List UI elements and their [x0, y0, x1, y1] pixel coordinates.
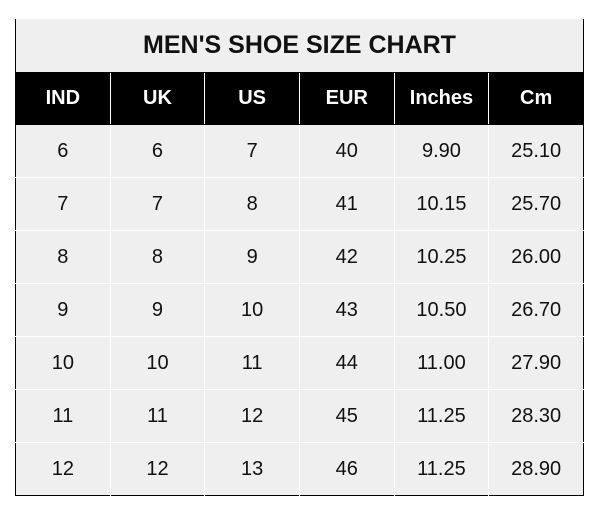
- column-header: UK: [109, 72, 206, 125]
- table-cell: 26.70: [488, 283, 584, 337]
- table-cell: 42: [298, 230, 395, 284]
- table-cell: 13: [204, 442, 300, 496]
- table-cell: 9: [15, 283, 111, 337]
- table-cell: 7: [15, 177, 111, 231]
- table-cell: 11.25: [393, 442, 490, 496]
- table-cell: 26.00: [488, 230, 584, 284]
- table-cell: 10: [15, 336, 111, 390]
- table-cell: 25.10: [488, 124, 584, 178]
- table-cell: 28.90: [488, 442, 584, 496]
- table-cell: 11.25: [393, 389, 490, 443]
- table-cell: 7: [109, 177, 206, 231]
- table-row: 6 6 7 40 9.90 25.10: [15, 124, 584, 178]
- table-title: MEN'S SHOE SIZE CHART: [15, 18, 584, 73]
- shoe-size-table: MEN'S SHOE SIZE CHART IND UK US EUR Inches Cm…: [15, 18, 584, 496]
- table-row: 12 12 13 46 11.25 28.90: [15, 442, 584, 496]
- table-cell: 27.90: [488, 336, 584, 390]
- table-cell: 7: [204, 124, 300, 178]
- table-cell: 45: [298, 389, 395, 443]
- table-cell: 8: [204, 177, 300, 231]
- table-cell: 9: [204, 230, 300, 284]
- table-cell: 10.15: [393, 177, 490, 231]
- table-cell: 10: [109, 336, 206, 390]
- table-cell: 11.00: [393, 336, 490, 390]
- table-cell: 46: [298, 442, 395, 496]
- table-cell: 11: [15, 389, 111, 443]
- table-cell: 8: [109, 230, 206, 284]
- table-cell: 12: [109, 442, 206, 496]
- column-header: Inches: [393, 72, 490, 125]
- table-cell: 10.50: [393, 283, 490, 337]
- table-cell: 43: [298, 283, 395, 337]
- table-cell: 44: [298, 336, 395, 390]
- table-cell: 6: [15, 124, 111, 178]
- table-cell: 10.25: [393, 230, 490, 284]
- table-row: 7 7 8 41 10.15 25.70: [15, 177, 584, 231]
- table-cell: 12: [204, 389, 300, 443]
- header-row: IND UK US EUR Inches Cm: [15, 72, 584, 125]
- table-cell: 10: [204, 283, 300, 337]
- table-cell: 12: [15, 442, 111, 496]
- table-cell: 40: [298, 124, 395, 178]
- table-row: 11 11 12 45 11.25 28.30: [15, 389, 584, 443]
- table-row: 8 8 9 42 10.25 26.00: [15, 230, 584, 284]
- table-cell: 9.90: [393, 124, 490, 178]
- column-header: US: [204, 72, 300, 125]
- table-cell: 11: [109, 389, 206, 443]
- table-cell: 11: [204, 336, 300, 390]
- table-row: 9 9 10 43 10.50 26.70: [15, 283, 584, 337]
- column-header: IND: [15, 72, 111, 125]
- table-cell: 9: [109, 283, 206, 337]
- table-cell: 6: [109, 124, 206, 178]
- table-cell: 41: [298, 177, 395, 231]
- table-cell: 25.70: [488, 177, 584, 231]
- column-header: EUR: [298, 72, 395, 125]
- table-cell: 8: [15, 230, 111, 284]
- table-row: 10 10 11 44 11.00 27.90: [15, 336, 584, 390]
- table-cell: 28.30: [488, 389, 584, 443]
- column-header: Cm: [488, 72, 584, 125]
